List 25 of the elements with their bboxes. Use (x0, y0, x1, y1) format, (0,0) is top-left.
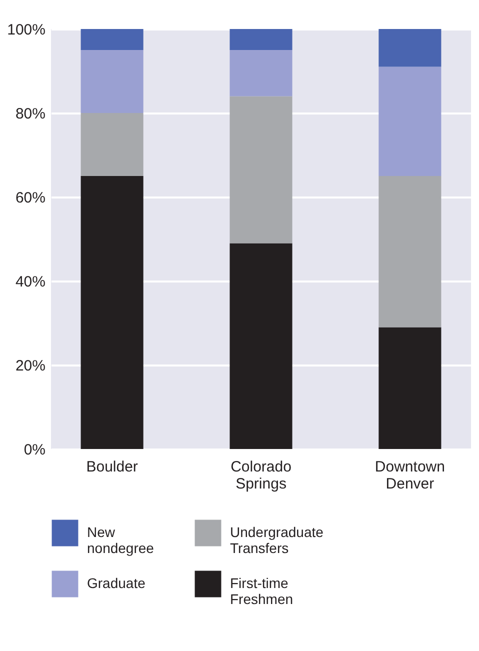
bar (80, 113, 144, 176)
bar (80, 50, 144, 113)
bar (230, 50, 292, 96)
legend-label: First-time Freshmen (230, 575, 294, 607)
y-tick-label: 60% (15, 190, 46, 206)
bar (80, 176, 144, 449)
bar (230, 96, 292, 244)
bar (378, 66, 442, 176)
bar (230, 243, 292, 449)
y-tick-label: 0% (24, 442, 46, 458)
legend-label: New nondegree (87, 524, 154, 556)
y-tick-label: 40% (15, 274, 46, 290)
legend-label: Undergraduate Transfers (230, 524, 324, 556)
x-tick-label: Colorado Springs (230, 458, 292, 492)
bar (378, 29, 442, 67)
y-tick-label: 100% (7, 22, 46, 38)
legend-label: Graduate (87, 575, 146, 591)
bar (378, 327, 442, 449)
x-tick-label: Boulder (86, 458, 138, 476)
y-tick-label: 20% (15, 358, 46, 374)
x-tick-label: Downtown Denver (374, 458, 445, 492)
bar (80, 29, 144, 50)
bar (378, 176, 442, 328)
y-tick-label: 80% (15, 106, 46, 122)
bar (230, 29, 292, 50)
